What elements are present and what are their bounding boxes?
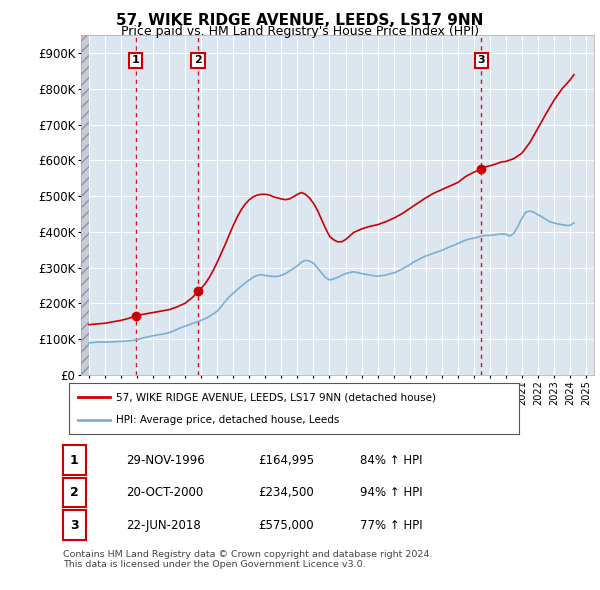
Bar <box>81 35 89 375</box>
Text: 84% ↑ HPI: 84% ↑ HPI <box>360 454 422 467</box>
Text: 29-NOV-1996: 29-NOV-1996 <box>126 454 205 467</box>
Text: 1: 1 <box>70 454 79 467</box>
Text: 94% ↑ HPI: 94% ↑ HPI <box>360 486 422 499</box>
Text: 57, WIKE RIDGE AVENUE, LEEDS, LS17 9NN: 57, WIKE RIDGE AVENUE, LEEDS, LS17 9NN <box>116 13 484 28</box>
Text: £575,000: £575,000 <box>258 519 314 532</box>
Text: 2: 2 <box>70 486 79 499</box>
Text: 22-JUN-2018: 22-JUN-2018 <box>126 519 201 532</box>
Text: HPI: Average price, detached house, Leeds: HPI: Average price, detached house, Leed… <box>116 415 340 425</box>
Text: Price paid vs. HM Land Registry's House Price Index (HPI): Price paid vs. HM Land Registry's House … <box>121 25 479 38</box>
Text: £164,995: £164,995 <box>258 454 314 467</box>
Text: Contains HM Land Registry data © Crown copyright and database right 2024.
This d: Contains HM Land Registry data © Crown c… <box>63 550 433 569</box>
Text: £234,500: £234,500 <box>258 486 314 499</box>
Text: 2: 2 <box>194 55 202 65</box>
Text: 1: 1 <box>132 55 140 65</box>
Text: 57, WIKE RIDGE AVENUE, LEEDS, LS17 9NN (detached house): 57, WIKE RIDGE AVENUE, LEEDS, LS17 9NN (… <box>116 392 436 402</box>
Text: 77% ↑ HPI: 77% ↑ HPI <box>360 519 422 532</box>
Text: 3: 3 <box>478 55 485 65</box>
Text: 3: 3 <box>70 519 79 532</box>
Text: 20-OCT-2000: 20-OCT-2000 <box>126 486 203 499</box>
